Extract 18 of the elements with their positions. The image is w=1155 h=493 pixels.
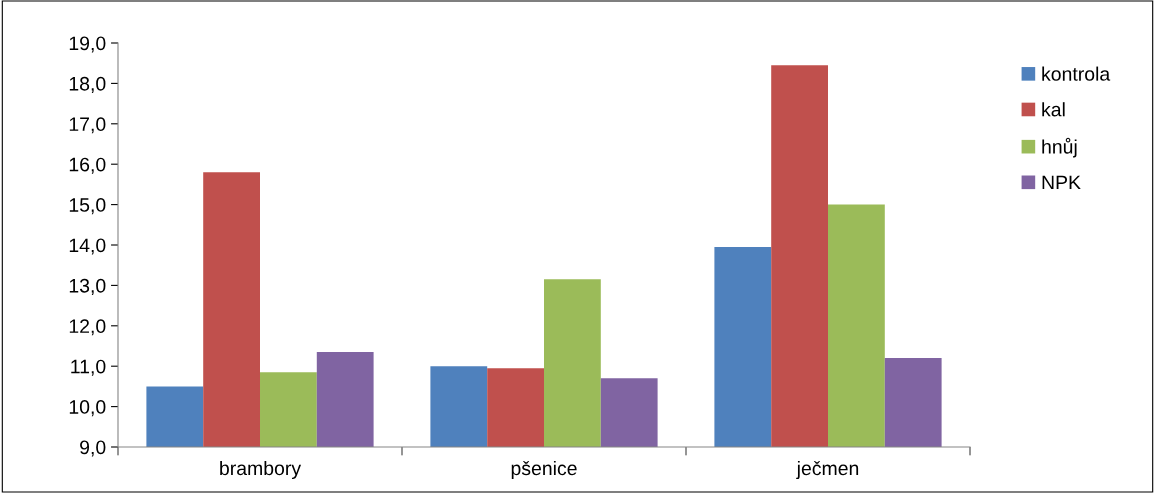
legend-label: hnůj: [1042, 137, 1077, 158]
y-tick-label: 11,0: [71, 359, 106, 376]
legend-label: kal: [1042, 102, 1065, 117]
y-tick-label: 18,0: [69, 76, 106, 93]
y-tick-label: 10,0: [69, 400, 106, 417]
legend-label: NPK: [1042, 175, 1081, 190]
legend-label: kontrola: [1042, 66, 1111, 81]
y-tick-label: 13,0: [69, 278, 106, 295]
y-tick-label: 14,0: [69, 238, 106, 255]
y-tick-label: 19,0: [69, 36, 106, 53]
y-tick-label: 17,0: [69, 117, 106, 134]
y-tick-label: 9,0: [80, 440, 106, 457]
x-tick-label: pšenice: [511, 460, 577, 480]
x-tick-label: ječmen: [796, 460, 859, 480]
y-tick-label: 12,0: [69, 319, 106, 336]
y-tick-label: 15,0: [69, 198, 106, 215]
x-tick-label: brambory: [220, 460, 302, 480]
y-tick-label: 16,0: [69, 157, 106, 174]
